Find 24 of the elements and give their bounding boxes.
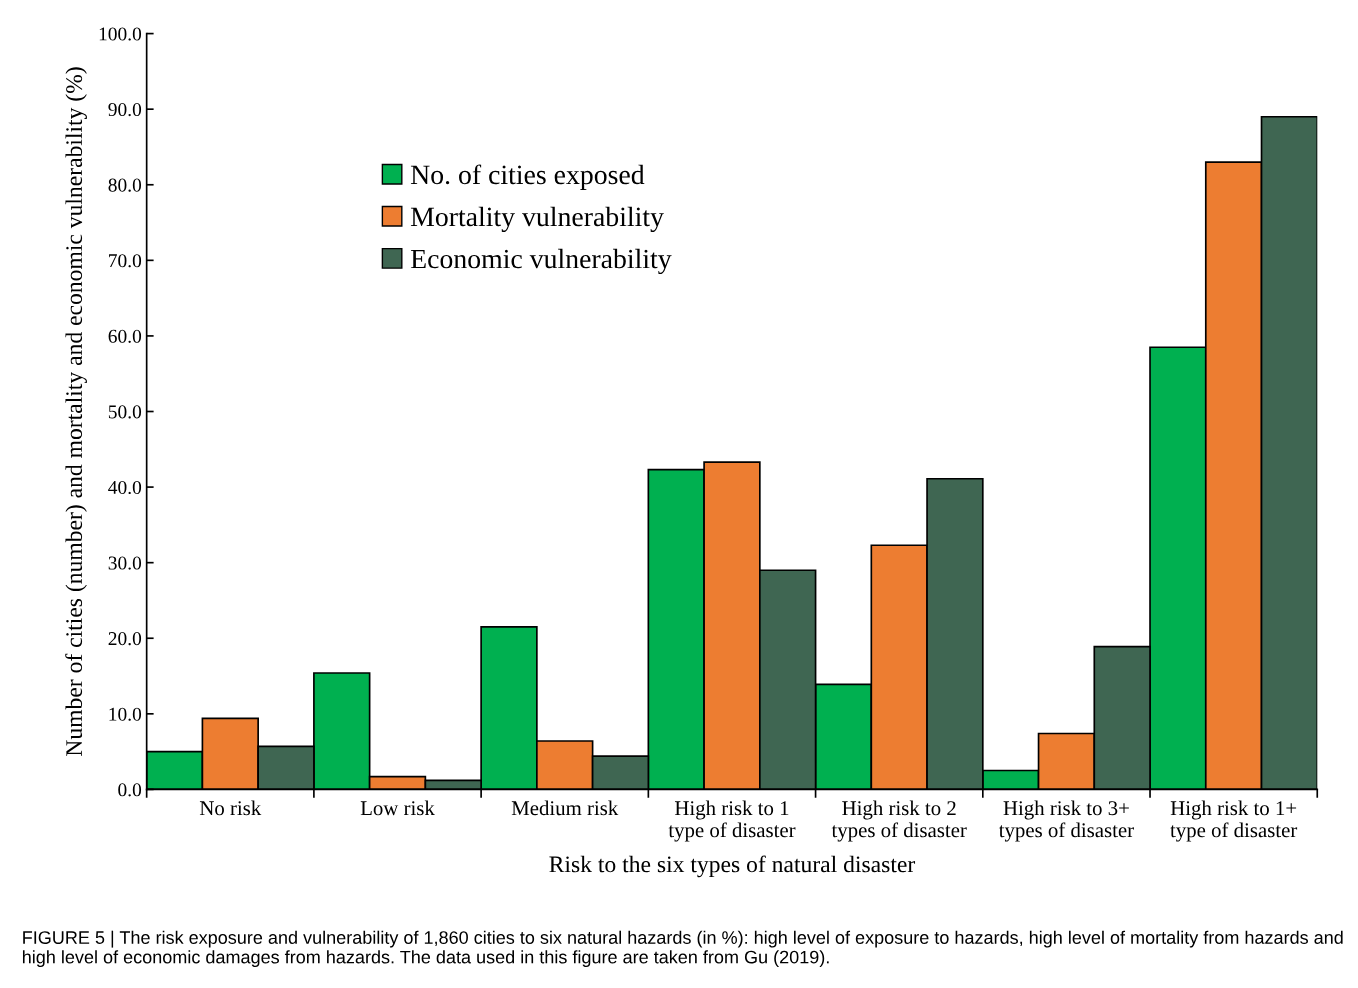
- legend-label: Economic vulnerability: [410, 248, 672, 275]
- x-axis-title: Risk to the six types of natural disaster: [549, 855, 916, 878]
- x-tick-label: No risk: [199, 800, 262, 816]
- x-tick-label: High risk to 3+ types of disaster: [998, 800, 1134, 842]
- x-tick-label: Medium risk: [511, 800, 619, 816]
- y-axis-title: Number of cities (number) and mortality and economic vulnerability (%): [65, 67, 87, 757]
- y-tick-label: 30.0: [108, 556, 142, 570]
- y-tick-label: 10.0: [109, 707, 142, 721]
- x-tick-label: Low risk: [360, 800, 435, 816]
- legend-label: Mortality vulnerability: [410, 206, 664, 232]
- y-tick-label: 80.0: [108, 178, 142, 192]
- y-tick-label: 20.0: [108, 632, 142, 646]
- y-tick-label: 90.0: [108, 102, 142, 117]
- x-tick-label: High risk to 2 types of disaster: [831, 800, 967, 842]
- x-tick-label: High risk to 1+ type of disaster: [1170, 800, 1298, 842]
- y-tick-label: 40.0: [108, 480, 142, 495]
- caption: FIGURE 5 | The risk exposure and vulnerability of 1,860 cities to six natural hazards (in %): high level of exposure to hazards, high level of mortality from hazards and high level of economic damages from hazards. The data used in this figure are taken from Gu (2019).: [22, 930, 1343, 968]
- y-tick-label: 70.0: [109, 254, 142, 268]
- y-tick-label: 60.0: [108, 329, 142, 343]
- y-tick-label: 50.0: [108, 405, 142, 419]
- y-tick-label: 100.0: [99, 27, 142, 41]
- y-tick-label: 0.0: [118, 783, 142, 797]
- x-tick-label: High risk to 1 type of disaster: [668, 800, 796, 842]
- legend-label: No. of cities exposed: [410, 164, 645, 190]
